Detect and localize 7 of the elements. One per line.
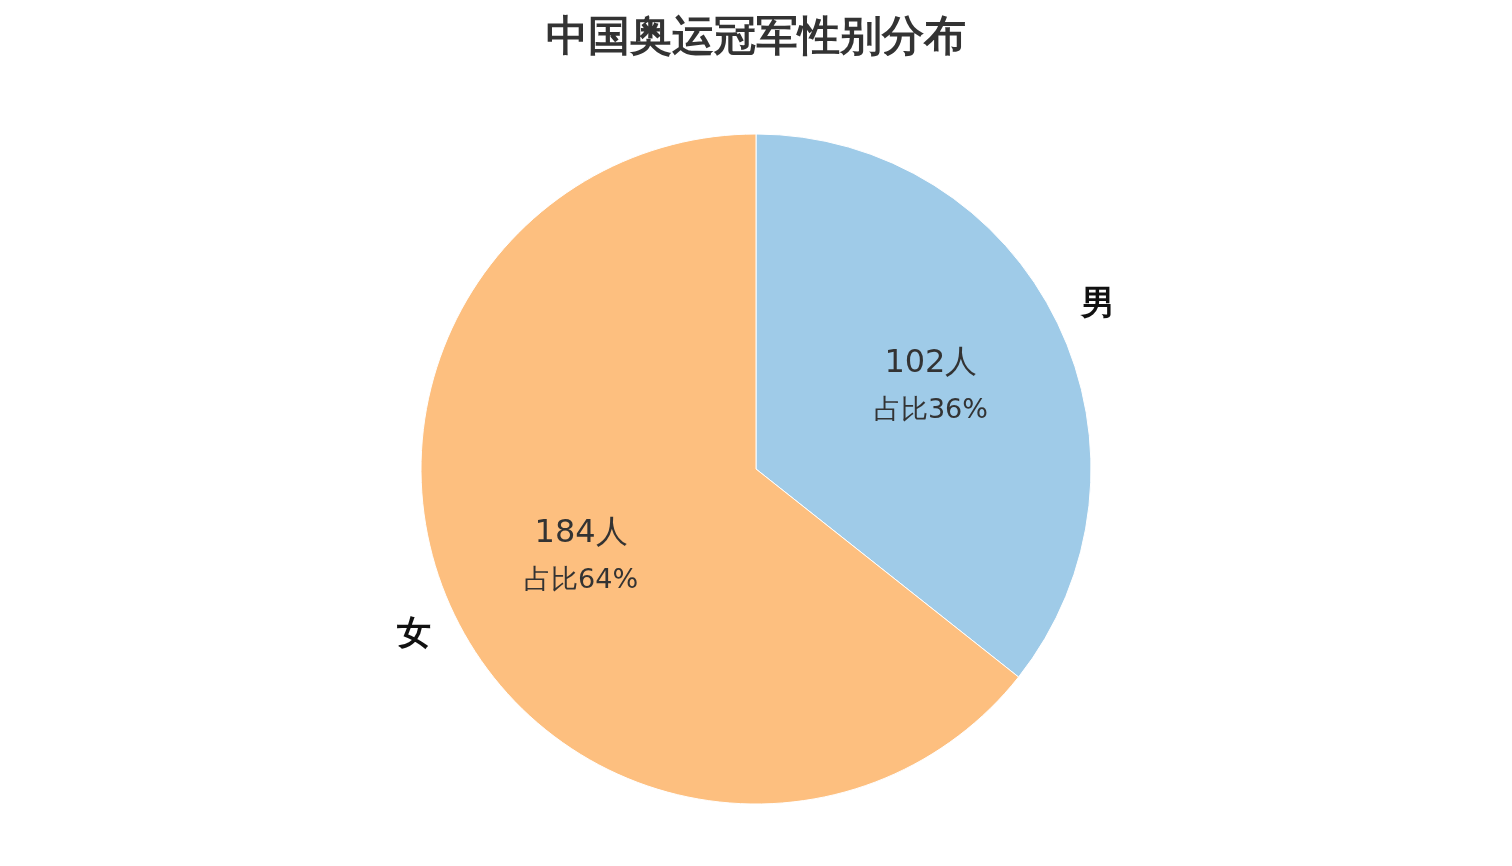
slice-label: 男 [1080, 281, 1116, 322]
slice-label: 女 [395, 612, 431, 653]
chart-title: 中国奥运冠军性别分布 [546, 11, 966, 60]
text: 占比36% [873, 393, 988, 425]
data-label: 184人 [534, 511, 628, 550]
text: 占比64% [524, 562, 639, 594]
data-label: 102人 [884, 342, 978, 381]
